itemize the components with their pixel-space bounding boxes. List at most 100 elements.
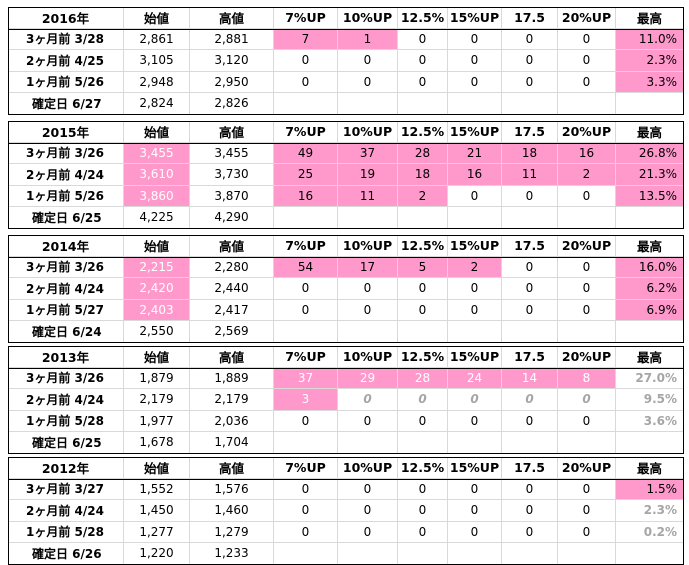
threshold-count-cell[interactable]: 0 [502,71,558,93]
threshold-count-cell[interactable]: 0 [558,478,616,500]
threshold-count-cell[interactable]: 0 [398,478,448,500]
threshold-count-cell[interactable]: 0 [274,500,338,522]
column-header[interactable]: 最高 [616,235,684,257]
threshold-count-cell[interactable]: 0 [448,71,502,93]
threshold-count-cell[interactable]: 2 [398,185,448,207]
column-header[interactable]: 10%UP [338,121,398,143]
column-header[interactable]: 7%UP [274,7,338,29]
threshold-count-cell[interactable]: 0 [274,521,338,543]
row-label[interactable]: 2ヶ月前 4/24 [8,389,124,411]
threshold-count-cell[interactable] [338,93,398,115]
high-price-cell[interactable]: 4,290 [190,207,274,229]
high-price-cell[interactable]: 2,440 [190,278,274,300]
open-price-cell[interactable]: 2,179 [124,389,190,411]
threshold-count-cell[interactable] [274,321,338,343]
threshold-count-cell[interactable]: 28 [398,367,448,389]
threshold-count-cell[interactable]: 0 [274,50,338,72]
column-header[interactable]: 15%UP [448,457,502,479]
threshold-count-cell[interactable] [398,432,448,454]
threshold-count-cell[interactable]: 0 [274,410,338,432]
row-label[interactable]: 2ヶ月前 4/24 [8,164,124,186]
threshold-count-cell[interactable]: 0 [274,299,338,321]
threshold-count-cell[interactable]: 0 [448,410,502,432]
high-price-cell[interactable]: 2,881 [190,28,274,50]
column-header[interactable]: 高値 [190,121,274,143]
open-price-cell[interactable]: 2,420 [124,278,190,300]
column-header[interactable]: 15%UP [448,121,502,143]
threshold-count-cell[interactable]: 0 [338,299,398,321]
open-price-cell[interactable]: 2,824 [124,93,190,115]
threshold-count-cell[interactable]: 0 [558,256,616,278]
open-price-cell[interactable]: 2,550 [124,321,190,343]
column-header[interactable]: 7%UP [274,235,338,257]
row-label[interactable]: 確定日 6/24 [8,321,124,343]
column-header[interactable]: 高値 [190,346,274,368]
year-header[interactable]: 2012年 [8,457,124,479]
column-header[interactable]: 12.5% [398,7,448,29]
year-header[interactable]: 2014年 [8,235,124,257]
row-label[interactable]: 3ヶ月前 3/27 [8,478,124,500]
column-header[interactable]: 12.5% [398,346,448,368]
column-header[interactable]: 7%UP [274,457,338,479]
threshold-count-cell[interactable]: 0 [558,500,616,522]
max-percent-cell[interactable]: 2.3% [616,50,684,72]
threshold-count-cell[interactable]: 49 [274,142,338,164]
max-percent-cell[interactable]: 9.5% [616,389,684,411]
threshold-count-cell[interactable]: 16 [448,164,502,186]
threshold-count-cell[interactable]: 0 [274,71,338,93]
threshold-count-cell[interactable]: 0 [398,410,448,432]
threshold-count-cell[interactable] [502,93,558,115]
column-header[interactable]: 12.5% [398,121,448,143]
open-price-cell[interactable]: 1,977 [124,410,190,432]
column-header[interactable]: 20%UP [558,121,616,143]
high-price-cell[interactable]: 2,417 [190,299,274,321]
threshold-count-cell[interactable]: 0 [338,478,398,500]
column-header[interactable]: 10%UP [338,346,398,368]
row-label[interactable]: 3ヶ月前 3/28 [8,28,124,50]
open-price-cell[interactable]: 2,948 [124,71,190,93]
column-header[interactable]: 17.5 [502,457,558,479]
column-header[interactable]: 17.5 [502,346,558,368]
row-label[interactable]: 3ヶ月前 3/26 [8,256,124,278]
threshold-count-cell[interactable]: 0 [448,28,502,50]
column-header[interactable]: 始値 [124,121,190,143]
column-header[interactable]: 20%UP [558,7,616,29]
threshold-count-cell[interactable]: 25 [274,164,338,186]
high-price-cell[interactable]: 1,576 [190,478,274,500]
threshold-count-cell[interactable]: 2 [448,256,502,278]
threshold-count-cell[interactable]: 0 [558,50,616,72]
threshold-count-cell[interactable]: 0 [448,521,502,543]
threshold-count-cell[interactable]: 5 [398,256,448,278]
max-percent-cell[interactable]: 21.3% [616,164,684,186]
threshold-count-cell[interactable]: 0 [448,185,502,207]
threshold-count-cell[interactable]: 0 [558,28,616,50]
column-header[interactable]: 17.5 [502,235,558,257]
threshold-count-cell[interactable] [338,207,398,229]
open-price-cell[interactable]: 1,552 [124,478,190,500]
threshold-count-cell[interactable]: 0 [338,389,398,411]
threshold-count-cell[interactable] [502,207,558,229]
threshold-count-cell[interactable]: 0 [502,185,558,207]
threshold-count-cell[interactable] [558,207,616,229]
open-price-cell[interactable]: 2,403 [124,299,190,321]
column-header[interactable]: 20%UP [558,235,616,257]
column-header[interactable]: 15%UP [448,7,502,29]
column-header[interactable]: 17.5 [502,121,558,143]
high-price-cell[interactable]: 2,280 [190,256,274,278]
threshold-count-cell[interactable]: 0 [338,71,398,93]
year-header[interactable]: 2016年 [8,7,124,29]
max-percent-cell[interactable]: 26.8% [616,142,684,164]
max-percent-cell[interactable]: 1.5% [616,478,684,500]
max-percent-cell[interactable]: 2.3% [616,500,684,522]
threshold-count-cell[interactable]: 11 [338,185,398,207]
max-percent-cell[interactable]: 3.6% [616,410,684,432]
column-header[interactable]: 17.5 [502,7,558,29]
max-percent-cell[interactable]: 3.3% [616,71,684,93]
threshold-count-cell[interactable]: 0 [502,389,558,411]
row-label[interactable]: 3ヶ月前 3/26 [8,142,124,164]
threshold-count-cell[interactable] [398,321,448,343]
open-price-cell[interactable]: 2,215 [124,256,190,278]
open-price-cell[interactable]: 4,225 [124,207,190,229]
threshold-count-cell[interactable] [274,432,338,454]
open-price-cell[interactable]: 1,277 [124,521,190,543]
